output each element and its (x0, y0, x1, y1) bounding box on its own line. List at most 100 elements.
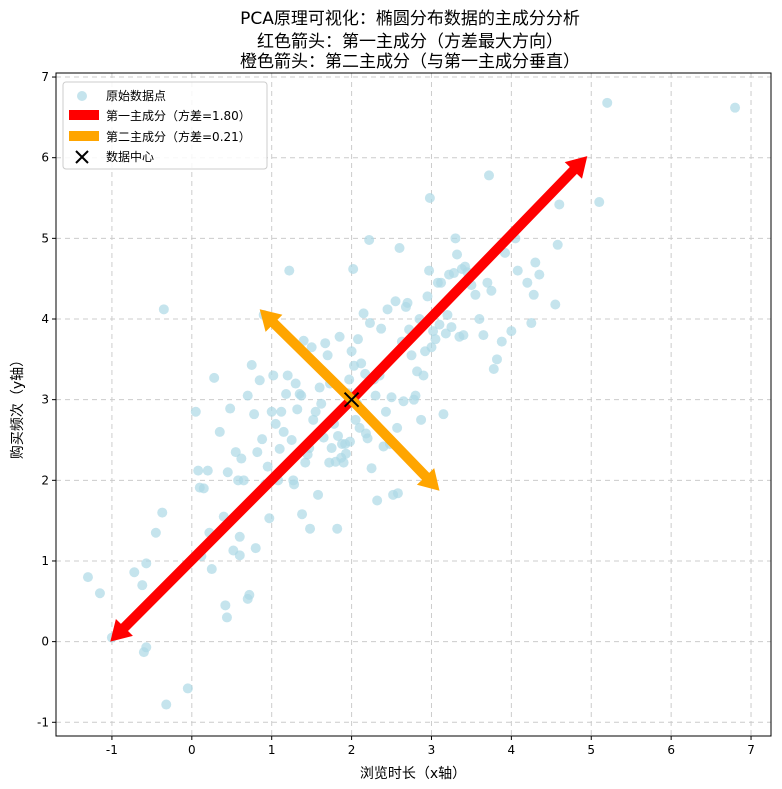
data-points (82, 97, 741, 710)
data-point (602, 97, 613, 108)
legend-label-center: 数据中心 (106, 149, 154, 164)
data-point (358, 308, 369, 319)
data-point (452, 249, 463, 260)
data-point (206, 564, 217, 575)
data-point (252, 447, 263, 458)
data-point (352, 334, 363, 345)
data-point (424, 265, 435, 276)
data-point (370, 390, 381, 401)
data-point (440, 328, 451, 339)
data-point (289, 479, 300, 490)
pc-arrow (348, 396, 440, 491)
data-point (730, 102, 741, 113)
data-point (129, 567, 140, 578)
data-point (418, 370, 429, 381)
data-point (266, 406, 277, 417)
data-point (320, 338, 331, 349)
data-point (340, 448, 351, 459)
data-point (483, 170, 494, 181)
data-point (313, 489, 324, 500)
data-point (386, 392, 397, 403)
data-point (278, 426, 289, 437)
data-point (284, 265, 295, 276)
data-point (158, 304, 169, 315)
data-point (274, 443, 285, 454)
principal-component-arrows (110, 156, 588, 642)
data-point (382, 304, 393, 315)
axis-ticks: -1 0 1 2 3 4 5 6 7 -1 0 1 2 3 4 5 6 7 (37, 70, 755, 757)
legend: 原始数据点 第一主成分（方差=1.80） 第二主成分（方差=0.21） 数据中心 (62, 81, 268, 170)
data-point (364, 234, 375, 245)
data-point (350, 414, 361, 425)
data-point (372, 495, 383, 506)
legend-box (62, 81, 268, 170)
pc-arrow (110, 396, 356, 642)
data-point (296, 390, 307, 401)
data-point (426, 342, 437, 353)
data-point (161, 699, 172, 710)
data-point (234, 531, 245, 542)
data-point (366, 463, 377, 474)
data-point (157, 507, 168, 518)
data-point (394, 243, 405, 254)
data-point (522, 277, 533, 288)
data-point (262, 461, 273, 472)
y-tick-label: -1 (37, 715, 49, 729)
data-point (276, 406, 287, 417)
legend-marker-center (75, 150, 89, 164)
data-point (242, 390, 253, 401)
y-tick-label: 6 (41, 151, 49, 165)
data-point (491, 354, 502, 365)
data-point (364, 318, 375, 329)
data-point (550, 299, 561, 310)
data-point (434, 319, 445, 330)
data-point (402, 297, 413, 308)
data-point (310, 406, 321, 417)
data-point (202, 465, 213, 476)
y-tick-label: 7 (41, 70, 49, 84)
data-point (482, 277, 493, 288)
legend-label-pc2: 第二主成分（方差=0.21） (106, 129, 251, 144)
data-point (250, 543, 261, 554)
data-point (450, 233, 461, 244)
data-point (512, 265, 523, 276)
data-point (214, 426, 225, 437)
data-point (82, 572, 93, 583)
x-tick-label: 7 (747, 743, 755, 757)
data-point (398, 396, 409, 407)
data-point (244, 589, 255, 600)
data-point (314, 382, 325, 393)
data-point (530, 257, 541, 268)
y-tick-label: 3 (41, 393, 49, 407)
legend-marker-pc2 (69, 131, 99, 141)
data-point (238, 475, 249, 486)
data-point (430, 334, 441, 345)
data-point (496, 336, 507, 347)
x-tick-label: 1 (268, 743, 276, 757)
pc-arrow (259, 309, 356, 404)
data-point (230, 447, 241, 458)
data-point (141, 558, 152, 569)
data-point (506, 326, 517, 337)
data-point (362, 433, 373, 444)
data-point (526, 318, 537, 329)
x-tick-label: 2 (348, 743, 356, 757)
data-point (380, 406, 391, 417)
x-tick-label: -1 (106, 743, 118, 757)
x-tick-label: 5 (587, 743, 595, 757)
chart-title-line-1: PCA原理可视化：椭圆分布数据的主成分分析 (240, 9, 580, 29)
data-point (225, 403, 236, 414)
data-point (308, 414, 319, 425)
data-point (234, 550, 245, 561)
data-point (249, 409, 260, 420)
data-point (552, 239, 563, 250)
data-point (292, 404, 303, 415)
data-point (470, 289, 481, 300)
data-point (290, 378, 301, 389)
data-point (416, 414, 427, 425)
y-axis-label: 购买频次（y轴） (10, 353, 26, 459)
data-point (392, 422, 403, 433)
data-point (94, 588, 105, 599)
data-point (137, 580, 148, 591)
